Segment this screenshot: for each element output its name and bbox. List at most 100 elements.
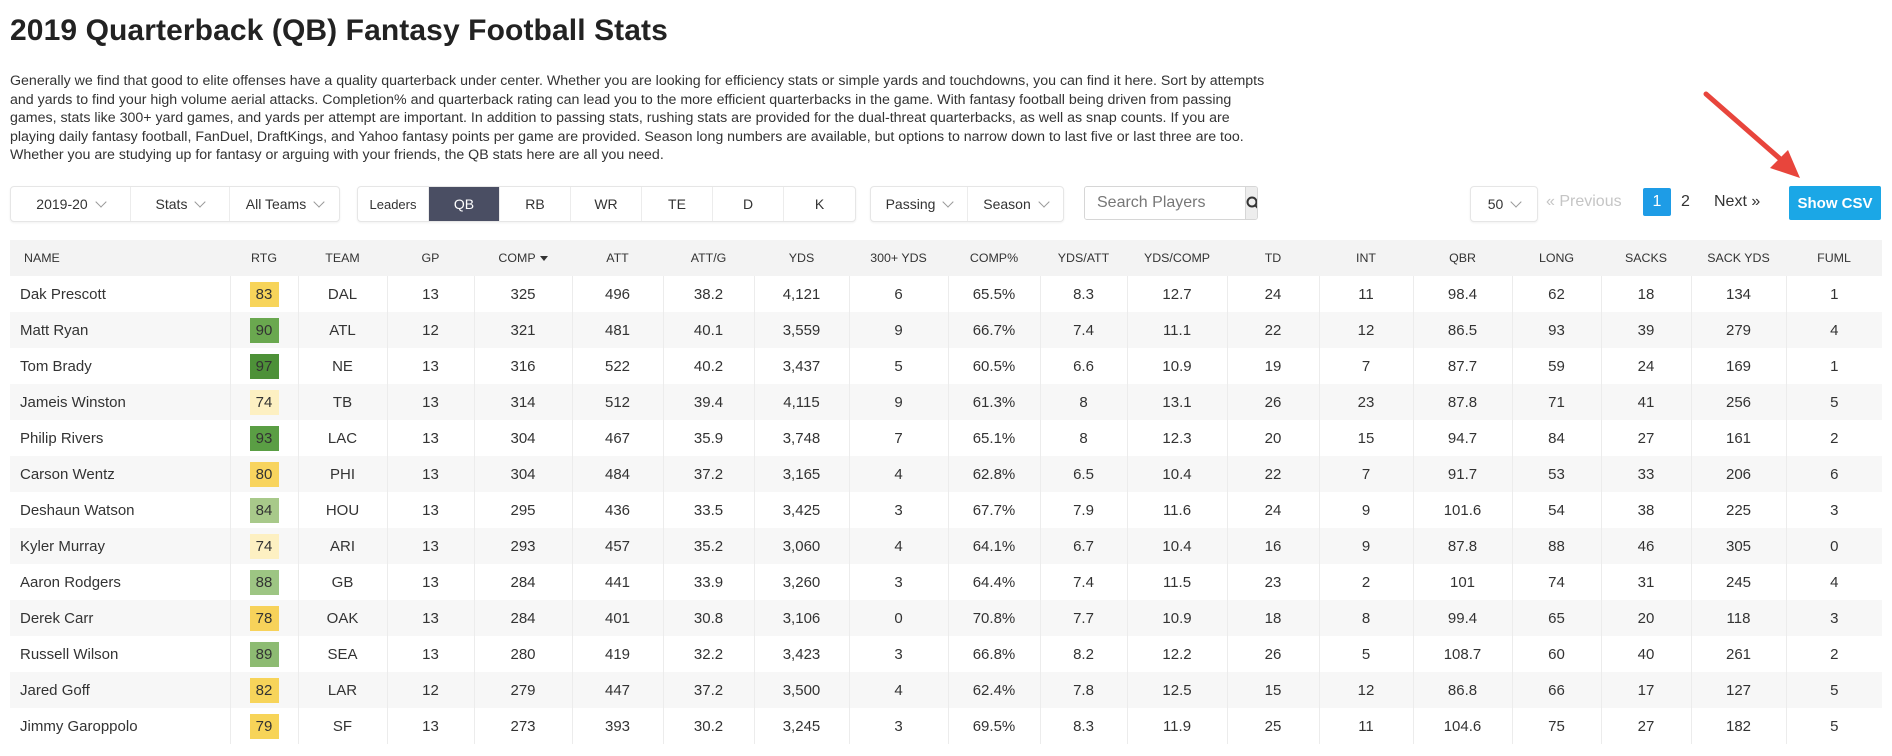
cell-att: 484 — [572, 456, 664, 492]
tab-rb[interactable]: RB — [500, 187, 571, 221]
search-input[interactable] — [1085, 187, 1245, 219]
cell-long: 54 — [1512, 492, 1602, 528]
column-header-gp[interactable]: GP — [421, 251, 440, 265]
cell-att: 467 — [572, 420, 664, 456]
season-dropdown[interactable]: 2019-20 — [11, 187, 131, 221]
cell-yds-comp: 10.9 — [1127, 600, 1228, 636]
search-icon — [1246, 196, 1257, 209]
cell-yds-att: 8 — [1040, 420, 1128, 456]
cell-name[interactable]: Dak Prescott — [10, 276, 231, 312]
per-page-dropdown[interactable]: 50 — [1471, 187, 1537, 221]
range-dropdown[interactable]: Season — [968, 187, 1063, 221]
cell-name[interactable]: Carson Wentz — [10, 456, 231, 492]
tab-qb[interactable]: QB — [429, 187, 500, 221]
column-header-att[interactable]: ATT — [606, 251, 629, 265]
stats-table: NAME RTG TEAM GP COMP ATT ATT/G YDS 300+… — [10, 240, 1882, 744]
cell-name[interactable]: Jimmy Garoppolo — [10, 708, 231, 744]
cell-sack-yds: 134 — [1691, 276, 1787, 312]
teams-dropdown[interactable]: All Teams — [230, 187, 339, 221]
cell-fuml: 2 — [1830, 429, 1839, 447]
cell-name[interactable]: Kyler Murray — [10, 528, 231, 564]
table-row: Aaron Rodgers 88 GB 13 284 441 33.9 3,260 3 64.4%… — [10, 564, 1882, 600]
show-csv-button[interactable]: Show CSV — [1789, 186, 1881, 220]
tab-d[interactable]: D — [713, 187, 784, 221]
column-header-qbr[interactable]: QBR — [1449, 251, 1476, 265]
cell-comp: 280 — [474, 636, 573, 672]
category-dropdown[interactable]: Passing — [871, 187, 968, 221]
cell-team: PHI — [298, 456, 388, 492]
cell-team: ARI — [298, 528, 388, 564]
page-2-link[interactable]: 2 — [1681, 193, 1690, 210]
sort-desc-icon — [539, 256, 548, 262]
cell-name[interactable]: Jameis Winston — [10, 384, 231, 420]
column-header-comp[interactable]: COMP — [474, 240, 572, 276]
previous-page-link[interactable]: « Previous — [1546, 193, 1622, 210]
cell-comp: 284 — [474, 564, 573, 600]
column-header-rtg[interactable]: RTG — [251, 251, 277, 265]
rating-badge: 74 — [249, 389, 279, 415]
cell-fuml: 6 — [1830, 465, 1839, 483]
toolbar: 2019-20 Stats All Teams Leaders QB RB WR… — [0, 186, 1892, 222]
column-header-name[interactable]: NAME — [24, 251, 60, 265]
tab-wr[interactable]: WR — [571, 187, 642, 221]
cell-int: 9 — [1319, 528, 1414, 564]
cell-name[interactable]: Matt Ryan — [10, 312, 231, 348]
column-header-long[interactable]: LONG — [1538, 251, 1575, 265]
cell-name[interactable]: Deshaun Watson — [10, 492, 231, 528]
cell-name[interactable]: Jared Goff — [10, 672, 231, 708]
cell-team: DAL — [298, 276, 388, 312]
chevron-down-icon — [194, 196, 207, 208]
cell-yds-att: 6.5 — [1040, 456, 1128, 492]
tab-k[interactable]: K — [814, 196, 825, 212]
column-header-300-yds[interactable]: 300+ YDS — [870, 251, 927, 265]
search-button[interactable] — [1245, 187, 1257, 219]
rating-badge: 78 — [249, 605, 279, 631]
cell-int: 11 — [1319, 708, 1414, 744]
cell-long: 93 — [1512, 312, 1602, 348]
column-header-yds-att[interactable]: YDS/ATT — [1057, 251, 1110, 265]
column-header-int[interactable]: INT — [1356, 251, 1376, 265]
stats-dropdown[interactable]: Stats — [131, 187, 230, 221]
column-header-fuml[interactable]: FUML — [1817, 251, 1851, 265]
cell-name[interactable]: Russell Wilson — [10, 636, 231, 672]
cell-yds-comp: 12.5 — [1127, 672, 1228, 708]
cell-name[interactable]: Tom Brady — [10, 348, 231, 384]
cell-yds-att: 8.3 — [1040, 708, 1128, 744]
cell-yds: 3,423 — [754, 636, 850, 672]
cell-fuml: 3 — [1830, 501, 1839, 519]
cell-comp: 325 — [474, 276, 573, 312]
column-header-comp-pct[interactable]: COMP% — [969, 251, 1019, 265]
cell-yds: 3,437 — [754, 348, 850, 384]
column-header-att-g[interactable]: ATT/G — [690, 251, 727, 265]
column-header-yds[interactable]: YDS — [788, 251, 815, 265]
page-1-link[interactable]: 1 — [1643, 188, 1671, 216]
next-page-link[interactable]: Next » — [1714, 193, 1761, 210]
cell-att: 496 — [572, 276, 664, 312]
cell-name[interactable]: Aaron Rodgers — [10, 564, 231, 600]
cell-comp: 321 — [474, 312, 573, 348]
cell-qbr: 101 — [1413, 564, 1513, 600]
column-header-sacks[interactable]: SACKS — [1624, 251, 1667, 265]
tab-te[interactable]: TE — [642, 187, 713, 221]
column-header-sack-yds[interactable]: SACK YDS — [1707, 251, 1770, 265]
cell-td: 24 — [1227, 492, 1320, 528]
cell-name[interactable]: Derek Carr — [10, 600, 231, 636]
cell-name[interactable]: Philip Rivers — [10, 420, 231, 456]
cell-comp-pct: 62.8% — [948, 456, 1041, 492]
cell-comp-pct: 65.5% — [948, 276, 1041, 312]
cell-300-yds: 7 — [849, 420, 949, 456]
column-header-team[interactable]: TEAM — [325, 251, 360, 265]
cell-long: 66 — [1512, 672, 1602, 708]
column-header-yds-comp[interactable]: YDS/COMP — [1143, 251, 1211, 265]
column-header-td[interactable]: TD — [1264, 251, 1282, 265]
cell-gp: 13 — [387, 564, 475, 600]
rating-badge: 97 — [249, 353, 279, 379]
chevron-down-icon — [95, 196, 107, 208]
cell-yds-comp: 13.1 — [1127, 384, 1228, 420]
cell-att: 457 — [572, 528, 664, 564]
cell-int: 7 — [1319, 348, 1414, 384]
cell-att-g: 35.9 — [663, 420, 755, 456]
cell-att-g: 37.2 — [663, 456, 755, 492]
cell-comp-pct: 64.4% — [948, 564, 1041, 600]
